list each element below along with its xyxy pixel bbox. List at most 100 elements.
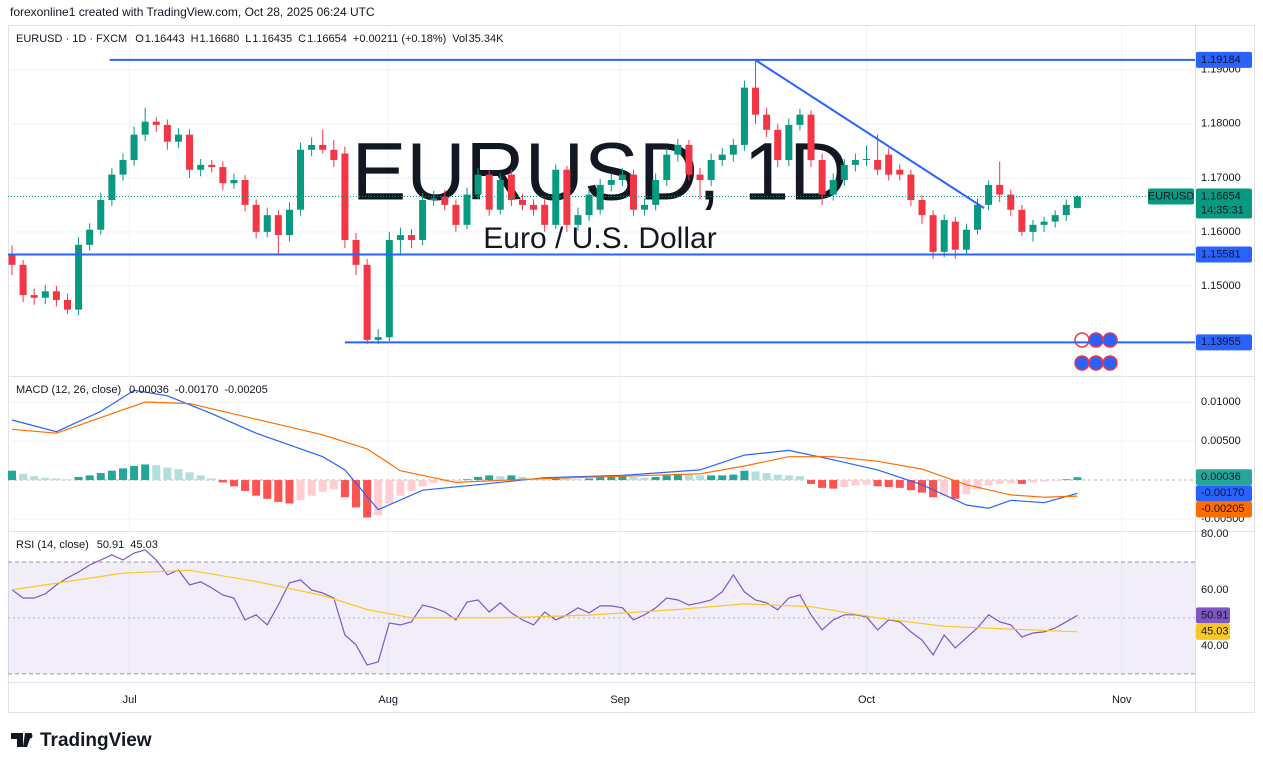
histogram-bar bbox=[673, 473, 682, 481]
histogram-bar bbox=[252, 480, 261, 496]
candle-body bbox=[319, 144, 327, 150]
candle-body bbox=[163, 124, 171, 142]
histogram-bar bbox=[618, 475, 627, 481]
tag-box bbox=[1196, 188, 1252, 219]
histogram-bar bbox=[807, 480, 816, 484]
candle-body bbox=[962, 229, 970, 250]
histogram-bar bbox=[751, 471, 760, 481]
event-icon bbox=[1102, 355, 1118, 371]
candle-body bbox=[430, 198, 438, 200]
histogram-bar bbox=[718, 475, 727, 481]
histogram-bar bbox=[363, 480, 372, 518]
tag-box bbox=[1196, 469, 1252, 486]
tag-label: -0.00205 bbox=[1201, 503, 1244, 515]
histogram-bar bbox=[940, 480, 949, 496]
quote-value: 1.16680 bbox=[200, 33, 240, 45]
histogram-bar bbox=[507, 475, 516, 481]
candle-body bbox=[674, 144, 682, 155]
histogram-bar bbox=[684, 474, 693, 481]
candle-body bbox=[840, 164, 848, 181]
candle-body bbox=[396, 235, 404, 240]
candle-body bbox=[807, 114, 815, 161]
histogram-bar bbox=[274, 480, 283, 502]
histogram-bar bbox=[551, 477, 560, 481]
histogram-bar bbox=[629, 476, 638, 481]
histogram-bar bbox=[662, 475, 671, 481]
candle-body bbox=[818, 160, 826, 195]
histogram-bar bbox=[962, 480, 971, 495]
candle-body bbox=[63, 299, 71, 310]
candle-body bbox=[385, 239, 393, 338]
candle-body bbox=[408, 235, 416, 240]
candle-body bbox=[585, 194, 593, 216]
candle-body bbox=[652, 180, 660, 205]
tag-label: 1.16654 bbox=[1201, 190, 1241, 202]
histogram-bar bbox=[474, 476, 483, 481]
histogram-bar bbox=[130, 466, 139, 481]
candle-body bbox=[940, 219, 948, 252]
rsi-band bbox=[8, 561, 1195, 674]
histogram-bar bbox=[1073, 477, 1082, 481]
histogram-bar bbox=[163, 467, 172, 481]
candle-body bbox=[274, 215, 282, 236]
histogram-bar bbox=[540, 479, 549, 481]
candle-body bbox=[607, 180, 615, 185]
y-tick-label: 1.18000 bbox=[1201, 118, 1241, 130]
logo-mark bbox=[11, 733, 32, 747]
indicator-title: MACD (12, 26, close) bbox=[16, 384, 121, 396]
tag-box bbox=[1196, 246, 1252, 263]
histogram-bar bbox=[118, 468, 127, 481]
histogram-bar bbox=[485, 475, 494, 481]
candle-body bbox=[996, 184, 1004, 195]
quote-key: C bbox=[298, 33, 306, 45]
histogram-bar bbox=[41, 477, 50, 481]
x-tick-label: Sep bbox=[610, 694, 630, 706]
candle-body bbox=[718, 154, 726, 161]
value-tag: 45.03 bbox=[1196, 623, 1230, 640]
candle-body bbox=[452, 204, 460, 225]
histogram-bar bbox=[141, 464, 150, 481]
candle-body bbox=[8, 255, 16, 265]
candle-body bbox=[685, 144, 693, 175]
histogram-bar bbox=[729, 474, 738, 481]
event-icon bbox=[1074, 355, 1090, 371]
candle-body bbox=[863, 158, 871, 161]
candle-body bbox=[19, 264, 27, 296]
level-tag: 1.13955 bbox=[1196, 334, 1252, 351]
candle-body bbox=[463, 194, 471, 225]
histogram-bar bbox=[385, 480, 394, 504]
candle-body bbox=[219, 167, 227, 184]
volume-value: 35.34K bbox=[469, 33, 505, 45]
histogram-bar bbox=[895, 480, 904, 488]
tag-label: 0.00036 bbox=[1201, 471, 1241, 483]
histogram-bar bbox=[1028, 480, 1037, 483]
candle-body bbox=[1073, 196, 1081, 208]
candle-body bbox=[75, 244, 83, 310]
candle-body bbox=[1062, 204, 1070, 216]
last-price-tag: 1.16654 14:35:31 bbox=[1196, 188, 1252, 219]
candle-body bbox=[851, 160, 859, 165]
histogram-bar bbox=[74, 476, 83, 481]
histogram-bar bbox=[107, 470, 116, 481]
histogram-bar bbox=[562, 478, 571, 481]
candle-body bbox=[441, 196, 449, 205]
histogram-bar bbox=[917, 480, 926, 493]
readout: 45.03 bbox=[130, 539, 158, 551]
candle-body bbox=[363, 264, 371, 340]
quote-key: O bbox=[135, 33, 144, 45]
candle-body bbox=[1040, 221, 1048, 225]
candle-body bbox=[197, 164, 205, 170]
candle-body bbox=[740, 87, 748, 145]
tag-box bbox=[1196, 501, 1252, 518]
histogram-bar bbox=[241, 480, 250, 491]
candle-body bbox=[729, 144, 737, 155]
histogram-bar bbox=[207, 478, 216, 481]
candle-body bbox=[907, 174, 915, 200]
histogram-bar bbox=[1040, 480, 1049, 482]
watermark: Euro / U.S. Dollar bbox=[483, 222, 716, 255]
histogram-bar bbox=[1062, 479, 1071, 481]
histogram-bar bbox=[96, 473, 105, 481]
histogram-bar bbox=[85, 475, 94, 481]
histogram-bar bbox=[873, 480, 882, 487]
histogram-bar bbox=[407, 480, 416, 491]
